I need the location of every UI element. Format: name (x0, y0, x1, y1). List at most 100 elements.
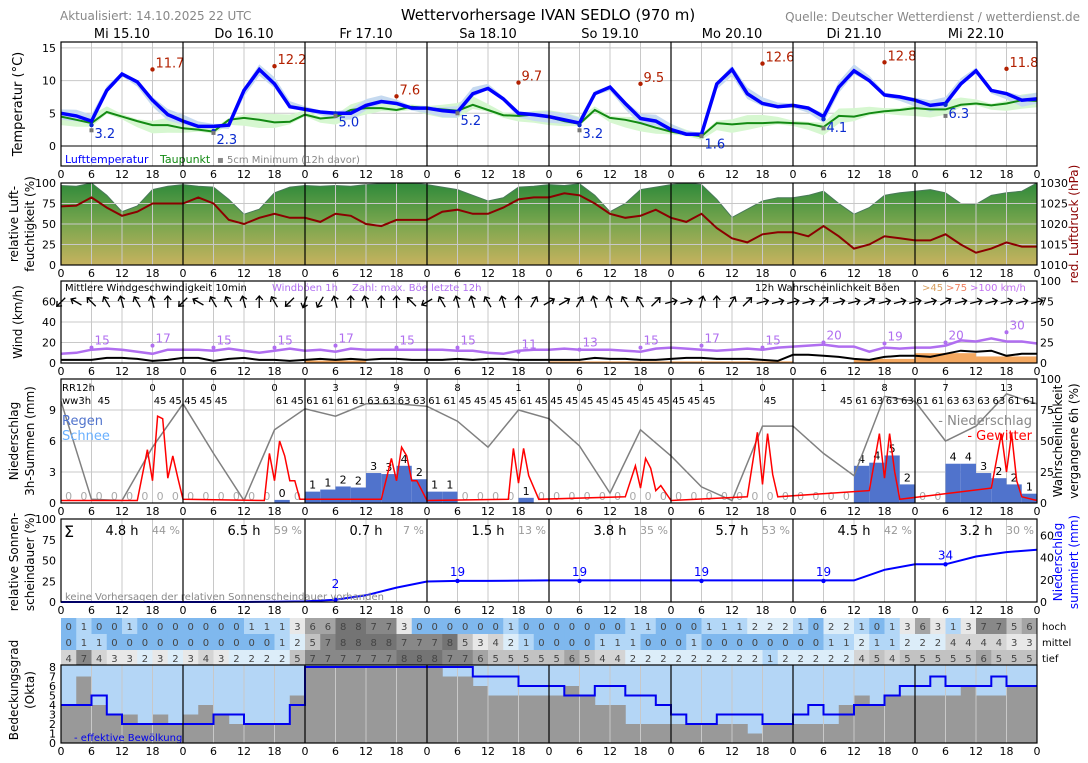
daily-sunshine-percent: 42 % (884, 524, 912, 537)
cloud-cell-value: 3 (1026, 638, 1032, 649)
cloud-cover-bar (335, 667, 352, 743)
wind-direction-arrow-icon (514, 295, 523, 308)
cloud-cell-value: 1 (828, 638, 834, 649)
wind-direction-arrow-icon (893, 297, 907, 306)
cloud-cell-hoch (945, 618, 962, 634)
wind-hour-tick: 6 (576, 365, 583, 378)
humidity-frame (60, 182, 1038, 266)
cloud-cell-tief (854, 650, 870, 666)
cloud-cover-bar (549, 695, 565, 743)
wind-hour-tick: 6 (454, 365, 461, 378)
precip-hour-tick: 6 (820, 505, 827, 518)
cloud-cover-bar (472, 686, 489, 743)
cloud-cell-hoch (808, 618, 824, 634)
temp-hour-tick: 18 (268, 168, 282, 181)
cloud-row-label-mittel: mittel (1042, 638, 1071, 649)
rain-bar-label: 4 (401, 453, 408, 466)
min-temp-label: 3.2 (95, 127, 116, 142)
arrow-shape (163, 295, 172, 308)
cloud-cell-value: 0 (813, 622, 819, 633)
arrow-shape (878, 297, 892, 306)
cloud-cell-tief (106, 650, 123, 666)
max-gust-marker (333, 343, 338, 348)
cloud-cell-mittel (716, 634, 733, 650)
cloud-cell-mittel (152, 634, 169, 650)
arrow-shape (377, 295, 386, 308)
wind-direction-arrow-icon (605, 295, 614, 308)
rain-bar-label: 2 (355, 475, 362, 488)
wind-direction-arrow-icon (239, 295, 248, 308)
temp-hour-tick: 6 (332, 168, 339, 181)
ww3h-code: 45 (703, 396, 716, 407)
cloud-cover-bar (655, 724, 672, 743)
cloud-cell-value: 0 (187, 638, 193, 649)
wind-hour-tick: 6 (88, 365, 95, 378)
cloud-cover-bar (960, 686, 977, 743)
cloud-cell-value: 0 (157, 638, 163, 649)
ww3h-code: 45 (566, 396, 579, 407)
cloud-cell-hoch (655, 618, 672, 634)
rr12h-label: 1 (698, 383, 704, 394)
max-gust-marker (577, 347, 582, 352)
temp-hour-tick: 0 (912, 168, 919, 181)
max-temp-label: 12.2 (278, 53, 307, 68)
cloud-cell-value: 0 (645, 638, 651, 649)
cloud-cell-value: 0 (691, 622, 697, 633)
cloud-cell-mittel (137, 634, 153, 650)
cloud-cover-bar (732, 724, 748, 743)
cloud-cell-tief (869, 650, 885, 666)
wind-hour-tick: 0 (180, 365, 187, 378)
sunshine-ytick: 100 (35, 513, 56, 526)
cloud-cell-hoch (960, 618, 977, 634)
cloud-cell-mittel (228, 634, 245, 650)
cloud-cell-hoch (335, 618, 352, 634)
ww3h-code: 45 (535, 396, 548, 407)
rain-bar-label: 0 (462, 490, 469, 503)
wind-direction-arrow-icon (1000, 297, 1014, 306)
max-gust-label: 20 (949, 329, 964, 343)
cloud-row-label-tief: tief (1042, 654, 1059, 665)
cloud-cell-value: 8 (447, 638, 453, 649)
cloud-cell-hoch (1006, 618, 1023, 634)
rain-bar-label: 0 (675, 490, 682, 503)
cloud-cell-tief (579, 650, 596, 666)
sunshine-hour-tick: 6 (210, 604, 217, 617)
max-gust-label: 19 (888, 330, 903, 344)
precip-hour-tick: 18 (756, 505, 770, 518)
precip-ytick: 9 (49, 404, 56, 417)
rain-bar-label: 0 (111, 490, 118, 503)
wind-hour-tick: 6 (698, 365, 705, 378)
humidity-hour-tick: 12 (481, 267, 495, 280)
pressure-ytick: 1020 (1040, 218, 1068, 231)
wind-hour-tick: 12 (969, 365, 983, 378)
rain-bar (1006, 484, 1022, 503)
precip-prob-ytick: 100 (1040, 373, 1061, 386)
wind-ytick: 20 (42, 337, 56, 350)
rr12h-label: 9 (393, 383, 399, 394)
temp-hour-tick: 12 (847, 168, 861, 181)
cloud-cell-value: 8 (355, 622, 361, 633)
legend-snow: Schnee (62, 429, 110, 444)
precip-prob-ylabel-1: Wahrscheinlichkeit (1051, 384, 1065, 497)
humidity-hour-tick: 12 (969, 267, 983, 280)
humidity-ylabel-2: feuchtigkeit (%) (23, 176, 37, 272)
humidity-hour-tick: 18 (512, 267, 526, 280)
precip-hour-tick: 0 (424, 505, 431, 518)
cloud-cell-value: 0 (447, 622, 453, 633)
cloud-cell-mittel (488, 634, 504, 650)
wind-hour-tick: 0 (546, 365, 553, 378)
rain-bar-label: 0 (538, 490, 545, 503)
ground-min-marker (455, 111, 460, 116)
temp-ytick: 0 (49, 140, 56, 153)
max-gust-label: 15 (278, 334, 293, 348)
arrow-shape (224, 295, 233, 308)
ww3h-code: 45 (596, 396, 609, 407)
cloud-cell-hoch (762, 618, 779, 634)
arrow-shape (284, 297, 295, 307)
wind-direction-arrow-icon (208, 295, 218, 308)
cloud-cell-mittel (671, 634, 687, 650)
cloud-cell-tief (625, 650, 641, 666)
cloud-cell-hoch (427, 618, 443, 634)
humidity-ytick: 100 (35, 177, 56, 190)
rr12h-label: 0 (210, 383, 216, 394)
